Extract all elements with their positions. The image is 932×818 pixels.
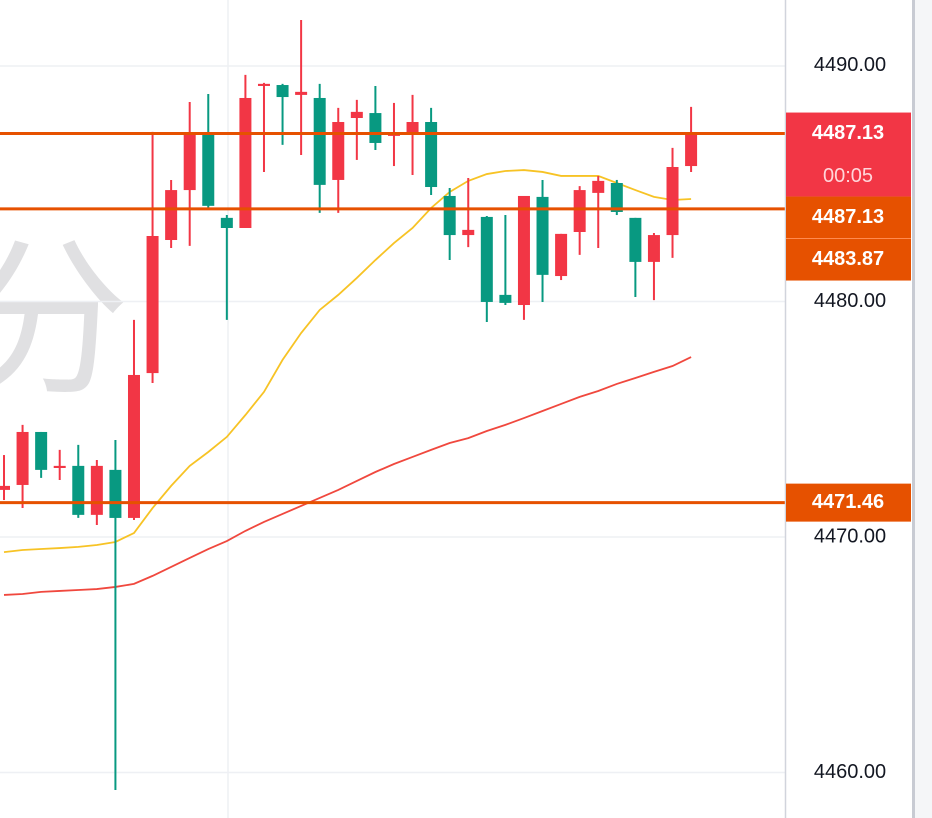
candle-body <box>35 431 48 470</box>
candle-body <box>647 235 660 262</box>
scrollbar[interactable] <box>912 0 932 818</box>
candle-body <box>239 97 252 228</box>
moving-average <box>3 356 692 596</box>
candle-body <box>109 469 122 518</box>
candle-body <box>480 216 493 302</box>
y-tick-label: 4480.00 <box>814 290 886 312</box>
y-tick-label: 4470.00 <box>814 525 886 547</box>
candle-body <box>555 233 568 277</box>
candle-body <box>573 190 586 232</box>
watermark: 分 <box>0 227 130 417</box>
candle-body <box>220 217 233 228</box>
price-tag <box>786 196 911 239</box>
candle-body <box>610 183 623 212</box>
current-price-label: 4487.13 <box>812 122 884 144</box>
candle-body <box>165 190 178 241</box>
price-tag-label: 4471.46 <box>812 491 884 513</box>
candle-body <box>183 134 196 191</box>
candle-body <box>592 180 605 193</box>
candle-body <box>90 465 103 515</box>
candle-body <box>16 431 29 485</box>
candle-body <box>127 374 140 518</box>
y-tick-label: 4490.00 <box>814 54 886 76</box>
moving-average <box>3 169 692 553</box>
candle-body <box>517 195 530 306</box>
y-tick-label: 4460.00 <box>814 761 886 783</box>
candle-body <box>629 217 642 262</box>
candle-body <box>0 485 10 490</box>
candle-body <box>443 195 456 236</box>
candle-body <box>332 122 345 180</box>
candle-body <box>202 134 215 206</box>
candle-body <box>313 97 326 185</box>
candle-body <box>425 122 438 188</box>
price-tag <box>786 238 911 281</box>
candle-body <box>72 465 85 515</box>
price-tag <box>786 483 911 522</box>
candle-body <box>53 465 66 469</box>
candle-body <box>685 133 698 167</box>
current-price-tag <box>786 112 911 197</box>
candle-body <box>406 122 419 134</box>
candle-body <box>276 85 289 98</box>
price-tag-label: 4483.87 <box>812 248 884 270</box>
candle-body <box>350 111 363 119</box>
countdown-label: 00:05 <box>823 165 873 187</box>
candle-body <box>499 294 512 303</box>
candle-body <box>295 91 308 95</box>
candle-body <box>146 236 159 374</box>
candle-body <box>536 196 549 275</box>
price-axis: 4490.00 4480.00 4470.00 4460.00 4487.13 00:05… <box>786 54 911 783</box>
plot-area <box>0 20 785 790</box>
candle-body <box>369 113 382 143</box>
candle-body <box>257 83 270 86</box>
price-tag-label: 4487.13 <box>812 206 884 228</box>
candle-body <box>462 229 475 236</box>
candle-body <box>666 166 679 236</box>
